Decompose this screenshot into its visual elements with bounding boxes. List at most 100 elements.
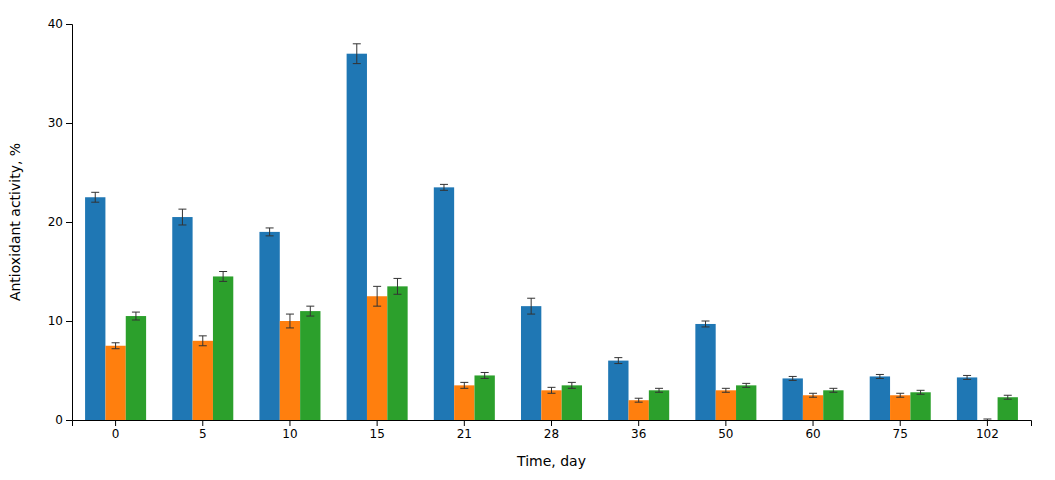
tick-label: 20 xyxy=(48,215,63,229)
x-tick: 10 xyxy=(282,420,297,441)
bar xyxy=(347,54,367,420)
bar xyxy=(521,306,541,420)
bar xyxy=(910,392,930,420)
bar xyxy=(736,385,756,420)
error-bar xyxy=(373,286,381,306)
tick-mark xyxy=(66,123,72,124)
tick-label: 60 xyxy=(805,427,820,441)
chart: 051015212836506075102010203040Time, dayA… xyxy=(0,0,1055,480)
error-bar xyxy=(829,388,837,392)
error-bar xyxy=(635,398,643,402)
bar xyxy=(823,390,843,420)
tick-label: 36 xyxy=(631,427,646,441)
bar xyxy=(387,286,407,420)
error-bar xyxy=(917,390,925,394)
tick-mark xyxy=(464,420,465,426)
error-bar xyxy=(809,393,817,397)
x-tick: 102 xyxy=(976,420,999,441)
x-tick: 60 xyxy=(805,420,820,441)
tick-mark xyxy=(66,420,72,421)
bar xyxy=(85,197,105,420)
error-bar xyxy=(460,382,468,388)
bar xyxy=(300,311,320,420)
bar xyxy=(957,377,977,420)
error-bar xyxy=(219,272,227,282)
error-bar xyxy=(722,388,730,392)
bar xyxy=(213,276,233,420)
bar xyxy=(259,232,279,420)
error-bar xyxy=(178,209,186,225)
tick-mark xyxy=(66,24,72,25)
bar xyxy=(695,324,715,420)
tick-mark xyxy=(725,420,726,426)
tick-label: 21 xyxy=(457,427,472,441)
error-bar xyxy=(876,374,884,378)
series xyxy=(105,286,991,420)
bar xyxy=(105,346,125,420)
error-bar xyxy=(568,382,576,388)
bar xyxy=(280,321,300,420)
x-tick: 21 xyxy=(457,420,472,441)
tick-label: 0 xyxy=(112,427,120,441)
bar xyxy=(608,361,628,420)
error-bar xyxy=(353,44,361,64)
bar xyxy=(454,385,474,420)
error-bar xyxy=(132,312,140,320)
error-bar xyxy=(963,375,971,379)
tick-mark xyxy=(638,420,639,426)
error-bar xyxy=(614,358,622,364)
error-bar xyxy=(306,306,314,316)
error-bar xyxy=(548,387,556,393)
error-bar xyxy=(266,228,274,236)
y-tick: 0 xyxy=(55,413,72,427)
bar xyxy=(629,400,649,420)
tick-label: 0 xyxy=(55,413,63,427)
bar xyxy=(803,395,823,420)
error-bar xyxy=(896,393,904,397)
error-bar xyxy=(1004,395,1012,399)
bar xyxy=(998,397,1018,420)
axis-line xyxy=(66,25,73,421)
error-bar xyxy=(983,419,991,420)
tick-label: 10 xyxy=(48,314,63,328)
error-bar xyxy=(481,372,489,378)
series xyxy=(85,44,977,420)
x-tick: 28 xyxy=(544,420,559,441)
tick-label: 75 xyxy=(893,427,908,441)
bar xyxy=(541,390,561,420)
tick-mark xyxy=(289,420,290,426)
bar xyxy=(649,390,669,420)
tick-mark xyxy=(900,420,901,426)
y-tick: 10 xyxy=(48,314,72,328)
y-tick: 20 xyxy=(48,215,72,229)
bar xyxy=(126,316,146,420)
bar xyxy=(870,376,890,420)
tick-label: 102 xyxy=(976,427,999,441)
bar xyxy=(172,217,192,420)
bar xyxy=(783,378,803,420)
series xyxy=(126,272,1018,421)
x-axis-title: Time, day xyxy=(516,453,586,469)
tick-mark xyxy=(66,222,72,223)
axis-line xyxy=(73,421,1032,427)
y-axis: 0 10 20 30 40 xyxy=(48,17,73,427)
bar xyxy=(562,385,582,420)
tick-mark xyxy=(377,420,378,426)
bar xyxy=(716,390,736,420)
error-bar xyxy=(393,278,401,294)
bar xyxy=(193,341,213,420)
x-tick: 36 xyxy=(631,420,646,441)
bar xyxy=(367,296,387,420)
error-bar xyxy=(702,321,710,327)
plot: 051015212836506075102010203040 xyxy=(48,17,1032,440)
tick-mark xyxy=(202,420,203,426)
y-tick: 40 xyxy=(48,17,72,31)
error-bar xyxy=(789,376,797,380)
x-tick: 0 xyxy=(112,420,120,441)
x-tick: 5 xyxy=(199,420,207,441)
error-bar xyxy=(742,383,750,387)
tick-label: 30 xyxy=(48,116,63,130)
x-tick: 75 xyxy=(893,420,908,441)
bar xyxy=(890,395,910,420)
bar xyxy=(977,420,997,421)
